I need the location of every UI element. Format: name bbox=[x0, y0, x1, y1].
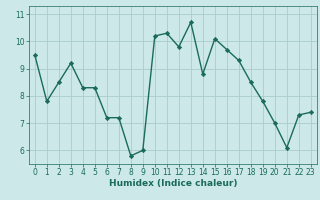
X-axis label: Humidex (Indice chaleur): Humidex (Indice chaleur) bbox=[108, 179, 237, 188]
